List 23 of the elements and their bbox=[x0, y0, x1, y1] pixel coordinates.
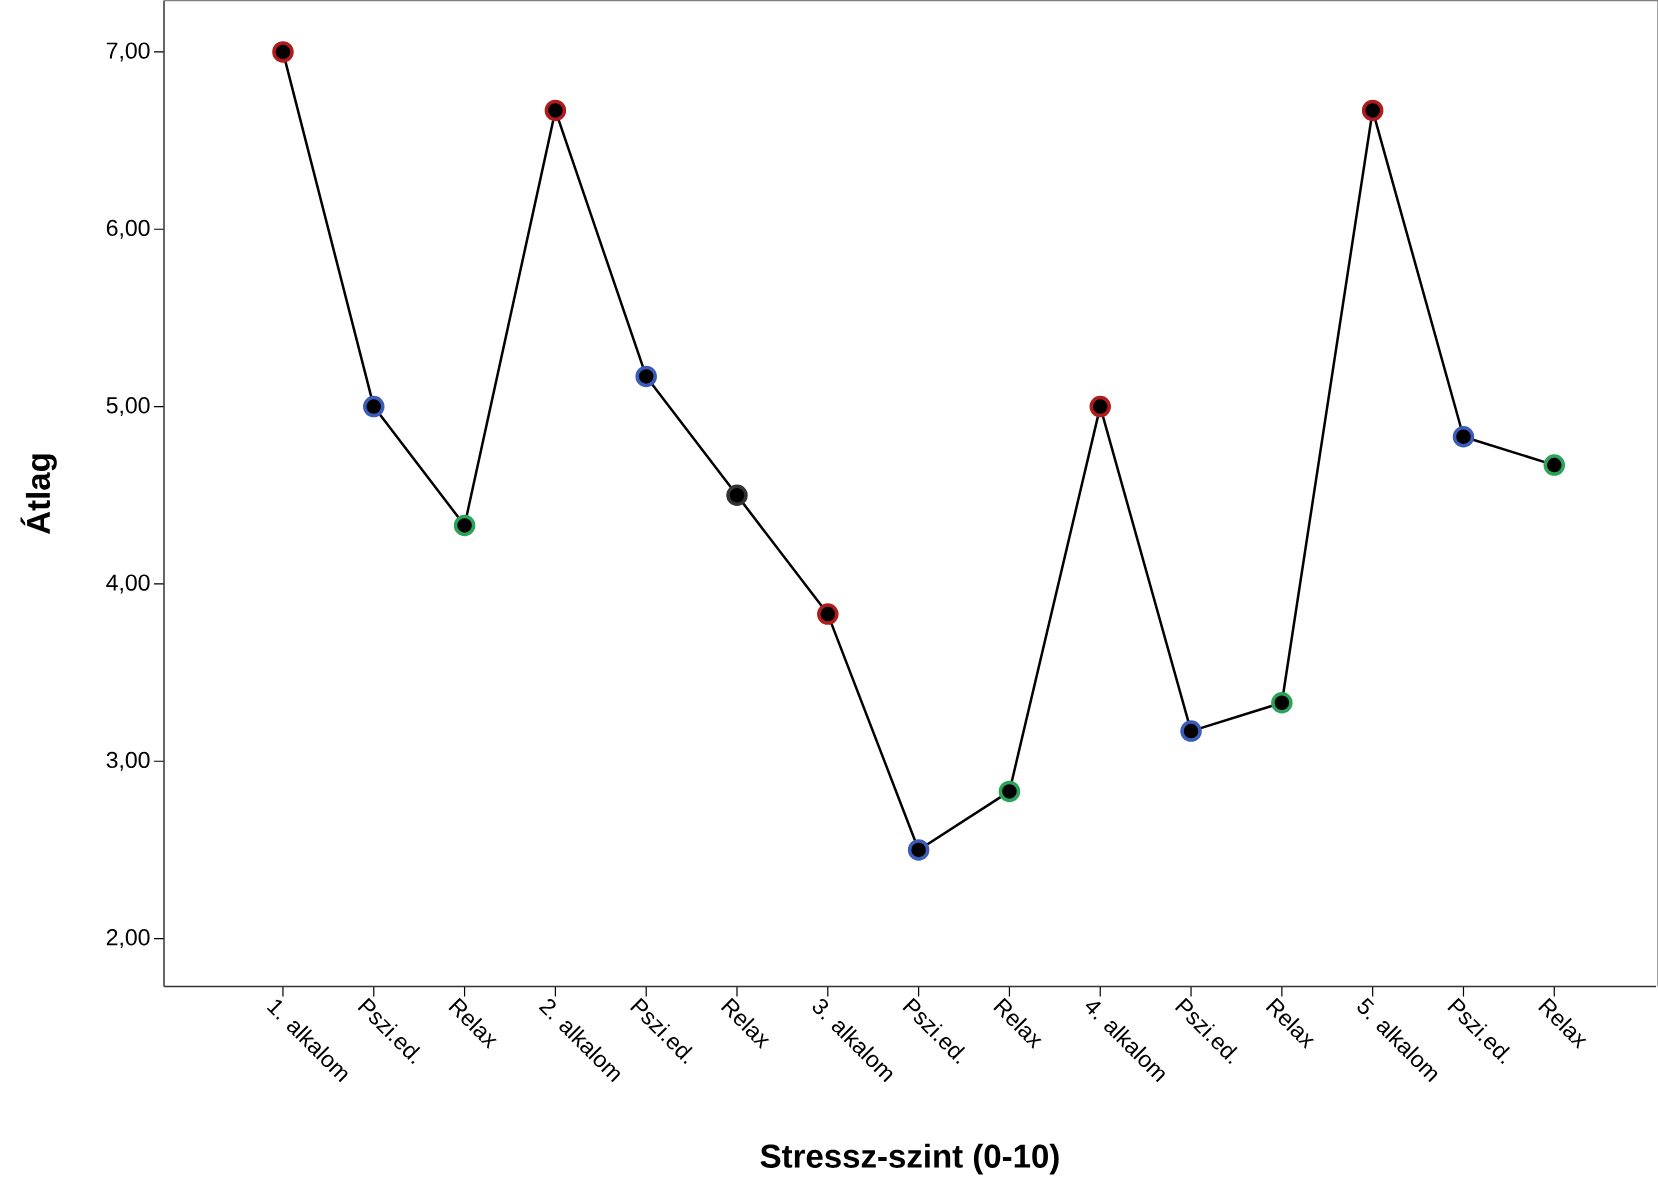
point bbox=[726, 484, 748, 506]
point bbox=[453, 514, 476, 536]
y-tick-label: 4,00 bbox=[106, 574, 150, 594]
y-tick-label: 3,00 bbox=[106, 751, 150, 771]
point bbox=[817, 603, 839, 625]
point bbox=[998, 780, 1021, 802]
x-axis-title: Stressz-szint (0-10) bbox=[760, 1143, 1059, 1175]
y-tick-label: 6,00 bbox=[106, 219, 150, 239]
point bbox=[907, 838, 930, 861]
point bbox=[635, 365, 657, 387]
point bbox=[272, 40, 294, 63]
y-axis-title: Átlag bbox=[20, 454, 57, 534]
y-tick-label: 2,00 bbox=[106, 928, 150, 948]
point bbox=[363, 395, 385, 418]
point bbox=[1271, 691, 1293, 714]
point bbox=[1452, 425, 1475, 448]
y-tick-label: 5,00 bbox=[106, 396, 150, 416]
point bbox=[1089, 395, 1111, 418]
point bbox=[544, 99, 567, 121]
point bbox=[1543, 454, 1566, 476]
y-tick-label: 7,00 bbox=[106, 42, 150, 62]
point bbox=[1180, 720, 1202, 742]
point bbox=[1361, 99, 1384, 121]
